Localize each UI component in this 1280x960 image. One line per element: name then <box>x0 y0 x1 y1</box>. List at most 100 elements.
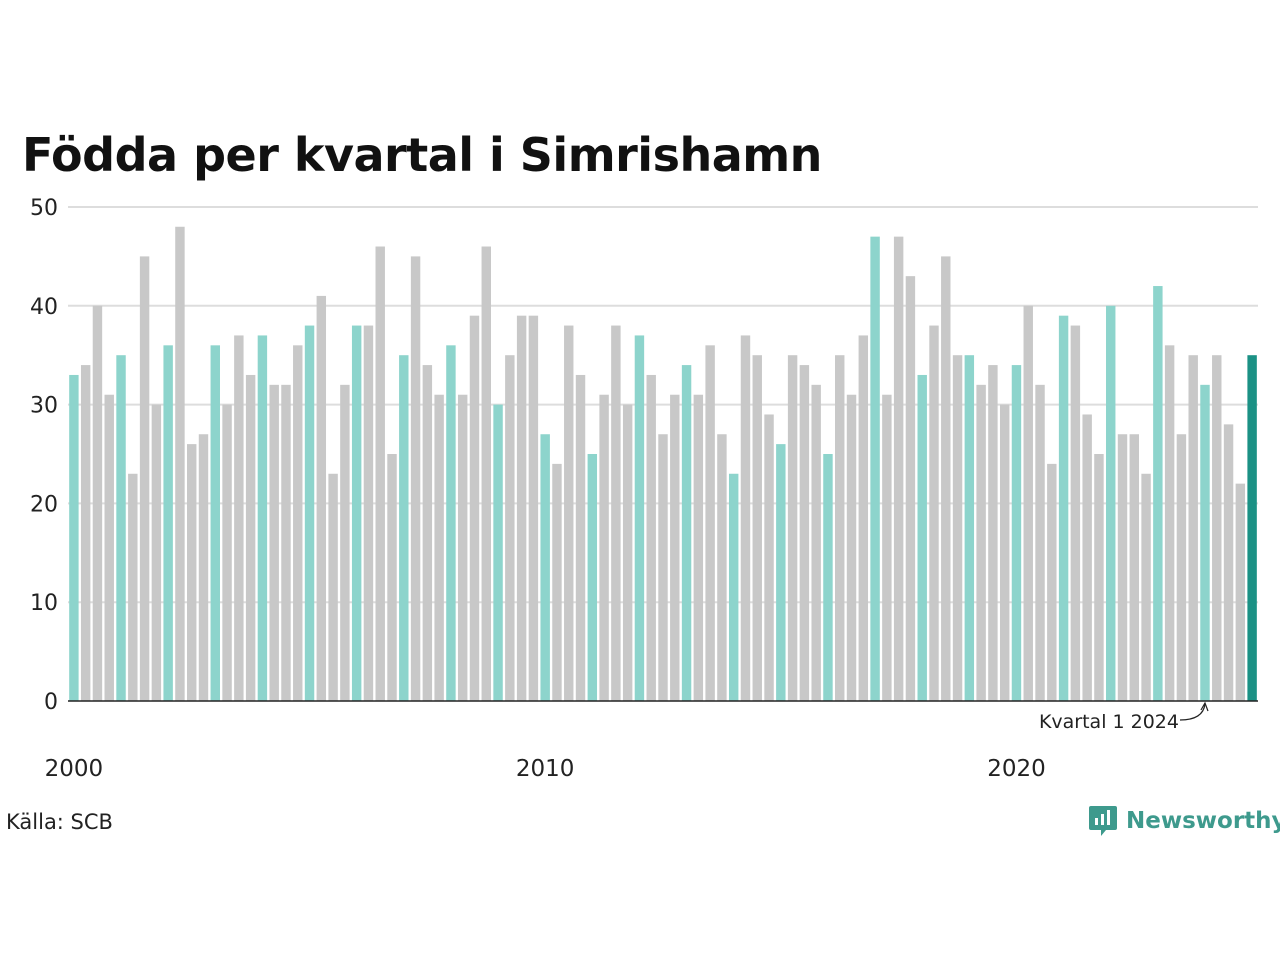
bar <box>929 325 939 701</box>
bar <box>893 236 904 701</box>
bar <box>952 355 963 701</box>
bar <box>999 404 1010 701</box>
bar <box>1070 325 1081 701</box>
bar <box>917 374 927 701</box>
bar <box>175 226 185 701</box>
bar <box>269 384 279 701</box>
bar <box>469 315 480 701</box>
bar-chart: 0 10 20 30 40 50 2000 2010 2020 Kvartal 1 2024 <box>30 196 1258 782</box>
bar <box>1223 424 1234 701</box>
bar <box>1129 434 1139 701</box>
bar <box>340 384 350 701</box>
bar <box>198 434 209 701</box>
y-tick-label: 50 <box>30 196 58 221</box>
bar <box>528 315 539 701</box>
bar <box>1212 355 1222 701</box>
bar <box>1141 473 1151 701</box>
x-tick-label: 2020 <box>987 756 1046 782</box>
bar <box>575 374 586 701</box>
bar <box>1235 483 1246 701</box>
bar <box>151 404 162 701</box>
y-tick-label: 10 <box>30 591 58 616</box>
source-note: Källa: SCB <box>6 810 113 834</box>
bar <box>1094 454 1104 701</box>
bar <box>446 345 456 701</box>
y-tick-label: 30 <box>30 394 58 419</box>
bar <box>764 414 774 701</box>
bar <box>976 384 986 701</box>
bar <box>1164 345 1175 701</box>
bar <box>634 335 645 701</box>
bars <box>68 226 1258 702</box>
x-tick-label: 2010 <box>516 756 575 782</box>
bar <box>481 246 491 701</box>
bar <box>846 394 857 701</box>
bar <box>622 404 633 701</box>
bar <box>858 335 869 701</box>
bar <box>1153 286 1163 701</box>
bar <box>1023 305 1033 701</box>
bar <box>245 374 256 701</box>
bar <box>705 345 715 701</box>
bar <box>823 454 833 701</box>
bar <box>1047 463 1057 701</box>
bar <box>599 394 609 701</box>
bar <box>670 394 680 701</box>
bar <box>1176 434 1187 701</box>
bar <box>363 325 374 701</box>
bar <box>187 444 197 701</box>
bar <box>80 365 91 701</box>
bar <box>776 444 786 701</box>
bar <box>1082 414 1092 701</box>
annotation-label: Kvartal 1 2024 <box>1039 711 1179 733</box>
bar <box>281 384 291 701</box>
bar <box>1035 384 1045 701</box>
bar <box>1117 434 1128 701</box>
bar <box>564 325 574 701</box>
bar <box>717 434 727 701</box>
bar <box>552 463 562 701</box>
bar <box>988 365 998 701</box>
bar <box>328 473 338 701</box>
bar <box>434 394 444 701</box>
bar <box>422 365 433 701</box>
bar <box>1106 305 1116 701</box>
bar <box>787 355 798 701</box>
bar <box>1247 355 1257 701</box>
y-tick-label: 20 <box>30 492 58 517</box>
bar <box>387 454 397 701</box>
bar <box>882 394 892 701</box>
chart-title: Födda per kvartal i Simrishamn <box>22 128 822 182</box>
bar <box>941 256 951 701</box>
bar <box>293 345 303 701</box>
bar <box>1058 315 1069 701</box>
bar <box>493 404 503 701</box>
bar <box>1200 384 1210 701</box>
bar <box>128 473 138 701</box>
bar <box>681 365 692 701</box>
bar <box>210 345 220 701</box>
y-tick-label: 40 <box>30 295 58 320</box>
bar <box>835 355 845 701</box>
y-axis: 0 10 20 30 40 50 <box>30 196 58 715</box>
bar <box>611 325 621 701</box>
x-tick-label: 2000 <box>45 756 104 782</box>
bar <box>104 394 114 701</box>
bar <box>905 276 916 701</box>
bar <box>116 355 126 701</box>
bar <box>964 355 975 701</box>
bar <box>646 374 656 701</box>
bar <box>139 256 150 701</box>
bar <box>799 365 810 701</box>
annotation-arrowhead <box>1200 701 1209 712</box>
bar <box>870 236 880 701</box>
bar <box>811 384 821 701</box>
bar <box>222 404 232 701</box>
bar <box>516 315 527 701</box>
bar <box>1011 365 1022 701</box>
annotation: Kvartal 1 2024 <box>1039 701 1209 733</box>
bar <box>351 325 362 701</box>
bar <box>92 305 103 701</box>
bar <box>740 335 751 701</box>
x-axis: 2000 2010 2020 <box>45 756 1046 782</box>
